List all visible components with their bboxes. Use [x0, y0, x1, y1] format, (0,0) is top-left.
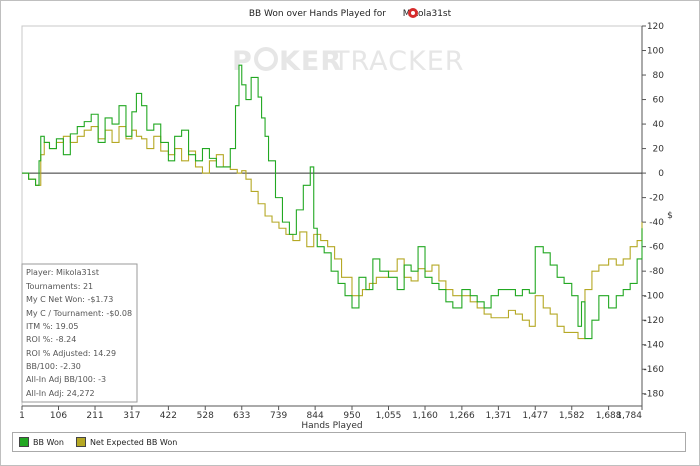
y-tick-label: -40 — [649, 218, 664, 228]
y-tick-label: 100 — [647, 47, 664, 57]
y-tick-label: -140 — [644, 341, 665, 351]
y-tick-label: 80 — [653, 71, 665, 81]
stats-box: Player: Mikola31st Tournaments: 21 My C … — [21, 263, 138, 403]
x-tick-label: 422 — [160, 411, 177, 421]
y-tick-label: -60 — [649, 243, 664, 253]
y-tick-label: 60 — [653, 96, 665, 106]
legend-item-bb-won[interactable]: BB Won — [19, 437, 64, 447]
stat-roi-adjusted: ROI % Adjusted: 14.29 — [26, 349, 116, 358]
x-axis-ticks: 1 106 211 317 422 528 633 739 844 950 1,055 1,160 1,… — [19, 406, 643, 421]
legend-label-bb-won: BB Won — [33, 437, 64, 447]
x-tick-label: 1,055 — [376, 411, 402, 421]
y-tick-label: -180 — [644, 390, 665, 400]
stat-player: Player: Mikola31st — [26, 268, 99, 277]
chart-title: BB Won over Hands Played for Mikola31st — [249, 9, 452, 19]
y-tick-label: 40 — [653, 120, 665, 130]
legend-swatch-green — [19, 437, 29, 447]
legend: BB Won Net Expected BB Won — [12, 432, 686, 452]
stat-itm: ITM %: 19.05 — [26, 322, 78, 331]
series-line-bb-won — [22, 64, 643, 340]
x-tick-label: 106 — [50, 411, 67, 421]
watermark-chip-icon — [254, 47, 278, 71]
x-axis-label: Hands Played — [301, 421, 362, 431]
x-tick-label: 950 — [343, 411, 360, 421]
x-tick-label: 528 — [197, 411, 214, 421]
chart-title-text: BB Won over Hands Played for — [249, 9, 386, 19]
watermark-right: TRACKER — [332, 46, 465, 77]
x-tick-label: 1,784 — [616, 411, 642, 421]
x-tick-label: 844 — [307, 411, 324, 421]
legend-label-net-expected: Net Expected BB Won — [89, 437, 178, 447]
y-tick-label: 0 — [658, 169, 664, 179]
x-tick-label: 1,477 — [522, 411, 548, 421]
x-tick-label: 1,371 — [486, 411, 512, 421]
y-tick-label: -20 — [649, 194, 664, 204]
x-tick-label: 211 — [86, 411, 103, 421]
poker-chip-icon — [408, 8, 418, 18]
y-tick-label: 120 — [647, 22, 664, 32]
stat-allin-bb100: All-In Adj BB/100: -3 — [26, 375, 106, 384]
series-line-net-expected — [22, 125, 643, 340]
stat-bb100: BB/100: -2.30 — [26, 362, 81, 371]
watermark-left: P — [232, 46, 253, 77]
x-tick-label: 1 — [19, 411, 25, 421]
watermark-middle: KER — [279, 46, 342, 77]
x-tick-label: 1,582 — [559, 411, 585, 421]
y-axis-ticks: 120 100 80 60 40 20 0 -20 -40 -60 -80 -100 -120 -140 -… — [642, 22, 664, 400]
stat-roi: ROI %: -8.24 — [26, 335, 76, 344]
pokertracker-watermark: P KER TRACKER — [232, 46, 465, 77]
legend-swatch-gold — [75, 437, 86, 447]
stat-allin-adj: All-In Adj: 24,272 — [26, 389, 95, 398]
y-tick-label: 20 — [653, 145, 665, 155]
series-group — [22, 64, 643, 340]
stat-per-tournament: My C / Tournament: -$0.08 — [26, 309, 132, 318]
stats-box-border — [21, 263, 138, 403]
x-tick-label: 1,688 — [596, 411, 622, 421]
y-tick-label: -100 — [644, 292, 665, 302]
y-axis-marker: $ — [667, 211, 673, 221]
x-tick-label: 739 — [270, 411, 287, 421]
y-tick-label: -120 — [644, 316, 665, 326]
stat-net-won: My C Net Won: -$1.73 — [26, 295, 113, 304]
y-tick-label: -160 — [644, 365, 665, 375]
x-tick-label: 633 — [233, 411, 250, 421]
y-tick-label: -80 — [649, 267, 664, 277]
legend-item-net-expected[interactable]: Net Expected BB Won — [75, 437, 178, 447]
x-tick-label: 317 — [123, 411, 140, 421]
chart-title-player: Mikola31st — [403, 9, 452, 19]
poker-chip-icon-center — [411, 11, 415, 15]
x-tick-label: 1,160 — [412, 411, 438, 421]
stat-tournaments: Tournaments: 21 — [25, 282, 93, 291]
x-tick-label: 1,266 — [449, 411, 475, 421]
